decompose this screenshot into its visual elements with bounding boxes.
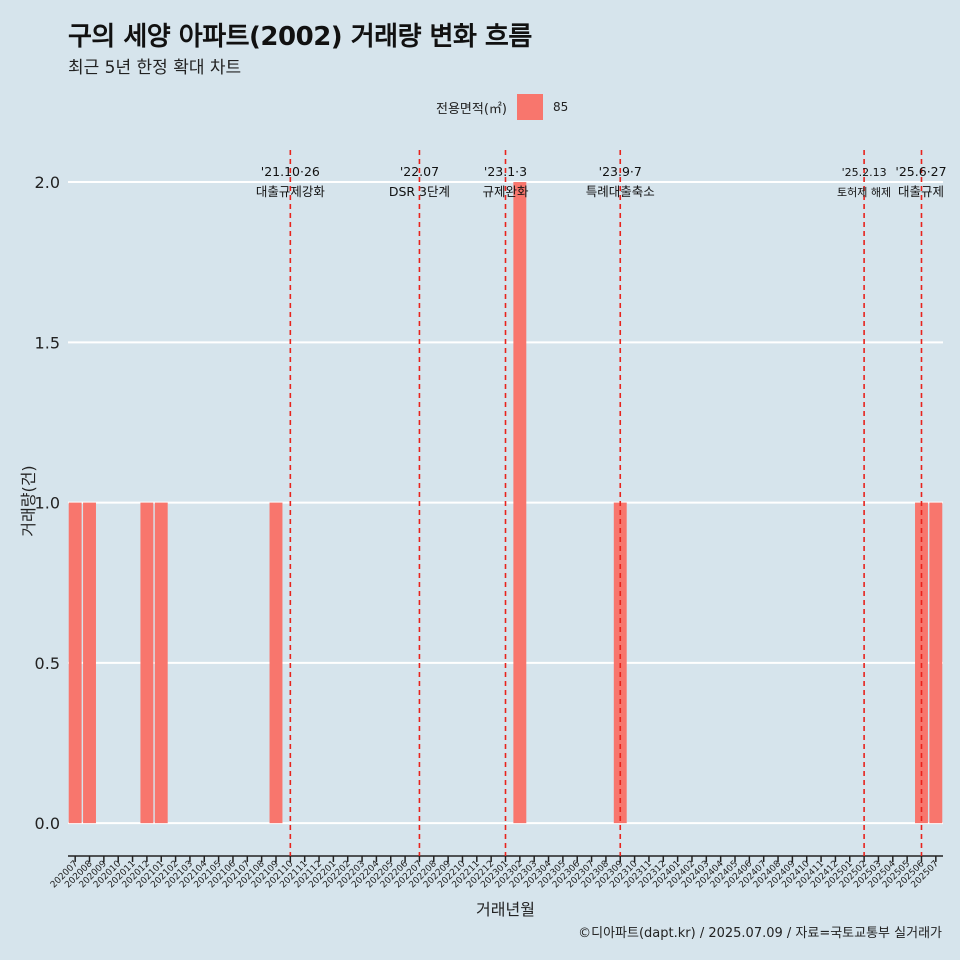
event-date-3: '23.9·7 [599, 164, 642, 179]
bar-202007 [68, 502, 82, 824]
legend: 전용면적(㎡) 85 [436, 94, 568, 120]
event-label-1: DSR 3단계 [389, 184, 450, 199]
y-tick-label: 1.0 [35, 494, 60, 513]
y-axis-title: 거래량(건) [19, 465, 38, 536]
y-tick-label: 2.0 [35, 173, 60, 192]
bar-202309 [613, 502, 627, 824]
bar-202012 [140, 502, 154, 824]
legend-label-85: 85 [552, 100, 569, 114]
y-tick-label: 1.5 [35, 333, 60, 352]
event-label-0: 대출규제강화 [256, 184, 326, 199]
event-date-5: '25.6·27 [895, 164, 946, 179]
chart-subtitle: 최근 5년 한정 확대 차트 [68, 58, 242, 78]
event-date-4: '25.2.13 [842, 166, 887, 179]
bar-202506 [915, 502, 928, 824]
event-date-1: '22.07 [400, 164, 439, 179]
y-tick-label: 0.0 [35, 814, 60, 833]
event-label-5: 대출규제 [898, 184, 944, 199]
y-tick-label: 0.5 [35, 654, 60, 673]
event-date-0: '21.10·26 [261, 164, 320, 179]
legend-key-85 [516, 94, 543, 120]
legend-title: 전용면적(㎡) [436, 101, 507, 117]
event-label-3: 특례대출축소 [586, 184, 655, 199]
bar-202507 [929, 502, 943, 824]
event-date-2: '23.1·3 [484, 164, 527, 179]
bar-202101 [154, 502, 168, 824]
bar-202008 [83, 502, 96, 824]
chart-title: 구의 세양 아파트(2002) 거래량 변화 흐름 [68, 22, 532, 52]
event-label-2: 규제완화 [482, 184, 529, 199]
x-axis-title: 거래년월 [476, 900, 535, 919]
source-caption: ©디아파트(dapt.kr) / 2025.07.09 / 자료=국토교통부 실… [578, 926, 942, 941]
bar-202109 [269, 502, 283, 824]
event-label-4: 토허제 해제 [837, 185, 891, 199]
bar-202302 [513, 182, 527, 824]
